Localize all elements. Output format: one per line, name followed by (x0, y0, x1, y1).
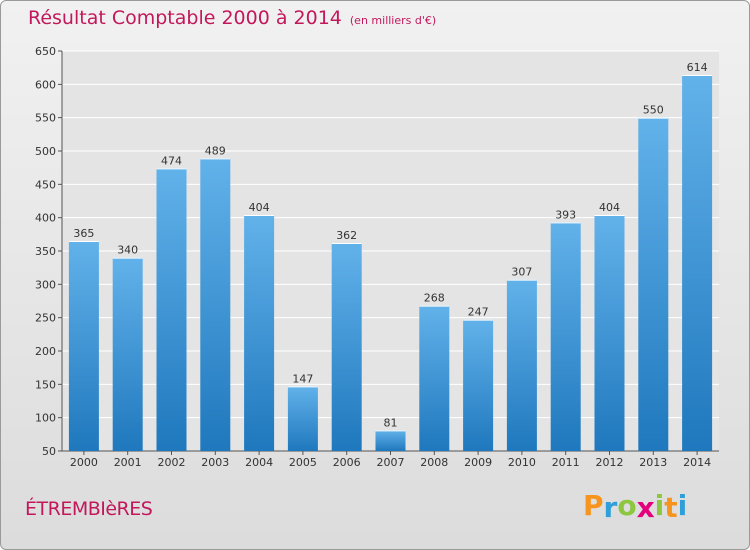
bar (506, 279, 537, 451)
x-tick-label: 2000 (70, 456, 98, 469)
x-tick-label: 2011 (552, 456, 580, 469)
bar (463, 319, 494, 451)
bar-value-label: 489 (205, 144, 226, 157)
x-tick-label: 2014 (683, 456, 711, 469)
y-tick-label: 50 (42, 445, 56, 458)
logo-letter: P (583, 489, 604, 522)
x-tick-label: 2005 (289, 456, 317, 469)
bar (287, 386, 318, 451)
logo-letter: o (617, 489, 637, 522)
y-tick-label: 650 (35, 45, 56, 58)
bar (244, 215, 275, 451)
bar-value-label: 81 (384, 416, 398, 429)
logo-letter: i (677, 489, 688, 522)
y-tick-label: 400 (35, 212, 56, 225)
logo-letter: r (603, 491, 618, 524)
bar (68, 241, 99, 451)
logo-letter: i (654, 489, 665, 522)
bar-value-label: 147 (292, 372, 313, 385)
bar-value-label: 307 (511, 266, 532, 279)
bar-value-label: 474 (161, 154, 182, 167)
y-tick-label: 100 (35, 412, 56, 425)
bar (638, 117, 669, 452)
bar-value-label: 340 (117, 244, 138, 257)
proxiti-logo: Proxiti (583, 489, 688, 524)
bar-value-label: 404 (599, 201, 620, 214)
x-tick-label: 2001 (114, 456, 142, 469)
title-unit: (en milliers d'€) (349, 14, 437, 27)
bar (112, 257, 143, 451)
x-tick-label: 2009 (464, 456, 492, 469)
y-tick-label: 300 (35, 278, 56, 291)
x-tick-label: 2003 (201, 456, 229, 469)
bar (419, 305, 450, 451)
bar (550, 222, 581, 451)
x-tick-label: 2010 (508, 456, 536, 469)
y-tick-label: 600 (35, 78, 56, 91)
bar (200, 158, 231, 452)
y-tick-label: 350 (35, 245, 56, 258)
x-tick-label: 2004 (245, 456, 273, 469)
x-tick-label: 2002 (158, 456, 186, 469)
x-tick-label: 2007 (377, 456, 405, 469)
bar-value-label: 268 (424, 292, 445, 305)
bar-value-label: 247 (468, 306, 489, 319)
bar-value-label: 404 (249, 201, 270, 214)
bar-value-label: 393 (555, 208, 576, 221)
commune-name: ÉTREMBIèRES (25, 498, 153, 520)
bar-value-label: 614 (687, 61, 708, 74)
x-tick-label: 2006 (333, 456, 361, 469)
logo-letter: t (664, 491, 678, 524)
bar (375, 430, 406, 451)
bar (594, 215, 625, 451)
bar-value-label: 365 (73, 227, 94, 240)
y-tick-label: 550 (35, 112, 56, 125)
x-tick-label: 2013 (639, 456, 667, 469)
bar-value-label: 362 (336, 229, 357, 242)
x-tick-label: 2012 (596, 456, 624, 469)
chart-title: Résultat Comptable 2000 à 2014 (en millie… (28, 7, 436, 29)
bar (331, 243, 362, 451)
logo-letter: x (636, 491, 655, 524)
y-tick-label: 450 (35, 178, 56, 191)
y-tick-label: 200 (35, 345, 56, 358)
y-tick-label: 150 (35, 378, 56, 391)
bar (156, 168, 187, 452)
x-tick-label: 2008 (420, 456, 448, 469)
bar-value-label: 550 (643, 104, 664, 117)
bar (682, 75, 713, 451)
y-tick-label: 500 (35, 145, 56, 158)
y-tick-label: 250 (35, 312, 56, 325)
title-text: Résultat Comptable 2000 à 2014 (28, 7, 342, 29)
